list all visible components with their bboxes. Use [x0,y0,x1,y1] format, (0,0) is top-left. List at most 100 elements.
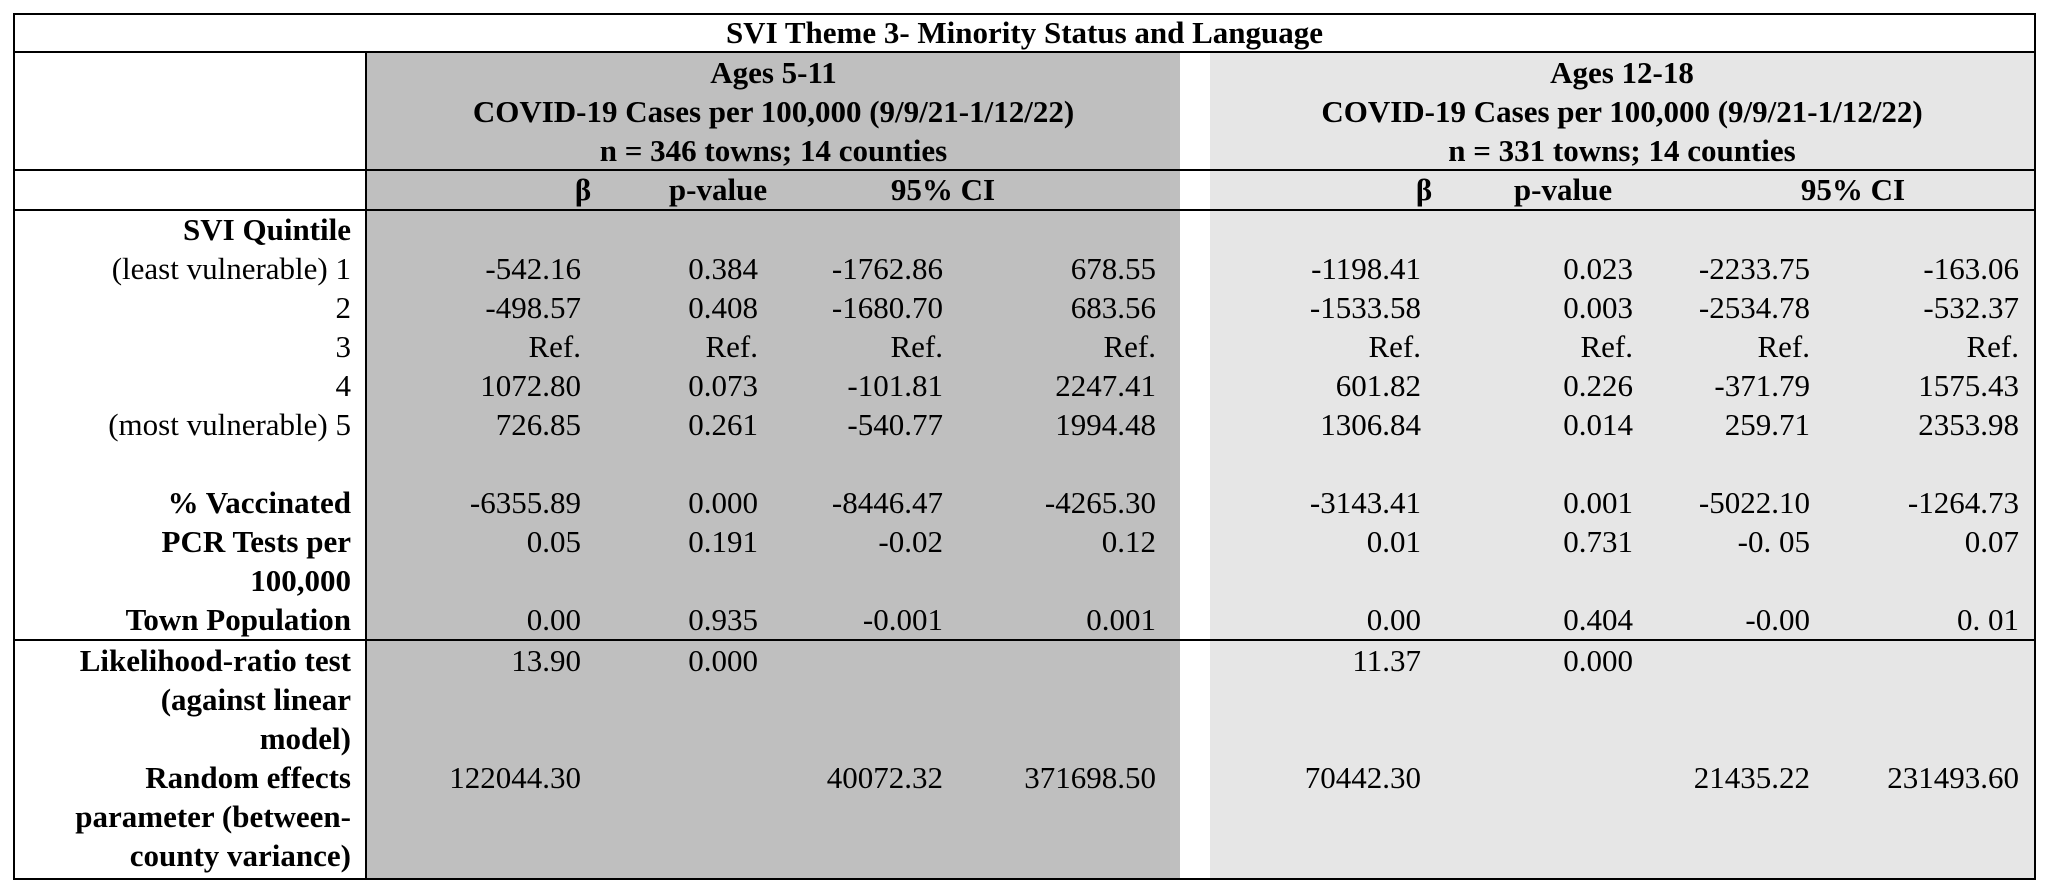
group2-ci-upper-cell: -1264.73 [1907,485,2019,520]
group2-sample: n = 331 towns; 14 counties [1448,133,1796,168]
group1-lr-beta-cell: 13.90 [511,643,581,678]
group2-p-value-cell: 0.023 [1563,251,1633,286]
group1-ci-lower-cell: -540.77 [847,407,943,442]
group2-ci-lower-cell: 259.71 [1724,407,1810,442]
group1-ci-lower-cell: -8446.47 [831,485,943,520]
border-bottom [13,878,2036,880]
group2-re-beta-cell: 70442.30 [1304,760,1421,795]
group2-outcome: COVID-19 Cases per 100,000 (9/9/21-1/12/… [1321,94,1923,129]
group2-age: Ages 12-18 [1550,55,1694,90]
group1-p-value-cell: 0.191 [688,524,758,559]
row-label-q2: 2 [335,290,352,325]
group2-ci-lower-cell: -2233.75 [1698,251,1810,286]
results-table: SVI Theme 3- Minority Status and Languag… [13,13,2036,880]
group1-beta-cell: -6355.89 [469,485,581,520]
group1-p-head: p-value [668,172,768,207]
group1-shading [367,53,1180,880]
group1-beta-cell: 1072.80 [480,368,581,403]
row-label-town: Town Population [125,602,351,637]
group2-ci-lower-cell: -0. 05 [1737,524,1810,559]
rule-below-group-head [13,169,2036,171]
group1-ci-upper-cell: 0.001 [1086,602,1156,637]
group2-re-ci-lower-cell: 21435.22 [1693,760,1810,795]
group1-p-value-cell: 0.261 [688,407,758,442]
table-title: SVI Theme 3- Minority Status and Languag… [725,15,1324,50]
group1-ci-lower-cell: -0.02 [878,524,943,559]
group1-beta-cell: 0.05 [526,524,581,559]
group1-outcome: COVID-19 Cases per 100,000 (9/9/21-1/12/… [472,94,1075,129]
row-label-re-2: parameter (between- [75,799,351,834]
group1-ci-lower-cell: -1680.70 [831,290,943,325]
row-label-q5: (most vulnerable) 5 [108,407,351,442]
group1-ci-lower-cell: -1762.86 [831,251,943,286]
group1-beta-head: β [574,172,592,207]
group1-ci-upper-cell: 2247.41 [1055,368,1156,403]
group1-p-value-cell: 0.384 [688,251,758,286]
row-label-lr-2: (against linear [160,682,351,717]
group1-ci-lower-cell: Ref. [890,329,943,364]
group2-ci-head: 95% CI [1800,172,1906,207]
group1-ci-upper-cell: 1994.48 [1055,407,1156,442]
group2-beta-head: β [1415,172,1433,207]
rule-below-col-head [13,209,2036,211]
group2-beta-cell: 1306.84 [1320,407,1421,442]
group1-ci-upper-cell: 0.12 [1101,524,1156,559]
group2-beta-cell: -3143.41 [1309,485,1421,520]
group2-p-value-cell: 0.731 [1563,524,1633,559]
row-label-q3: 3 [335,329,352,364]
row-label-pcr-2: 100,000 [250,563,351,598]
border-right [2034,13,2036,880]
group2-ci-upper-cell: 2353.98 [1918,407,2019,442]
group2-beta-cell: 601.82 [1335,368,1421,403]
group1-beta-cell: 0.00 [526,602,581,637]
group2-beta-cell: Ref. [1368,329,1421,364]
group1-ci-upper-cell: 683.56 [1070,290,1156,325]
row-label-q1: (least vulnerable) 1 [111,251,351,286]
row-label-svi-quintile: SVI Quintile [183,212,351,247]
group2-p-head: p-value [1513,172,1613,207]
rule-below-title [13,51,2036,53]
row-label-lr-1: Likelihood-ratio test [79,643,351,678]
group2-ci-upper-cell: 0. 01 [1957,602,2019,637]
group1-p-value-cell: 0.000 [688,485,758,520]
group2-beta-cell: 0.01 [1366,524,1421,559]
group2-lr-beta-cell: 11.37 [1352,643,1421,678]
group1-p-value-cell: 0.073 [688,368,758,403]
group1-beta-cell: 726.85 [495,407,581,442]
group2-p-value-cell: 0.014 [1563,407,1633,442]
group1-ci-head: 95% CI [890,172,996,207]
group2-re-ci-upper-cell: 231493.60 [1887,760,2019,795]
rule-above-model-stats [13,639,2036,641]
group2-beta-cell: -1533.58 [1309,290,1421,325]
group2-ci-upper-cell: -532.37 [1923,290,2019,325]
group2-ci-lower-cell: -5022.10 [1698,485,1810,520]
row-label-lr-3: model) [259,721,351,756]
group2-ci-lower-cell: -371.79 [1714,368,1810,403]
group2-beta-cell: -1198.41 [1311,251,1421,286]
row-label-vaccinated: % Vaccinated [167,485,351,520]
group1-p-value-cell: 0.408 [688,290,758,325]
group2-ci-upper-cell: Ref. [1966,329,2019,364]
group2-ci-lower-cell: -0.00 [1745,602,1810,637]
group2-ci-lower-cell: Ref. [1757,329,1810,364]
group2-ci-upper-cell: 1575.43 [1918,368,2019,403]
group2-shading [1210,53,2034,880]
group2-beta-cell: 0.00 [1366,602,1421,637]
row-label-re-3: county variance) [129,838,351,873]
group2-p-value-cell: Ref. [1580,329,1633,364]
group2-p-value-cell: 0.226 [1563,368,1633,403]
border-left [13,13,15,880]
group1-ci-upper-cell: Ref. [1103,329,1156,364]
group1-re-beta-cell: 122044.30 [449,760,581,795]
group1-sample: n = 346 towns; 14 counties [599,133,948,168]
group2-ci-lower-cell: -2534.78 [1698,290,1810,325]
row-label-re-1: Random effects [145,760,351,795]
group1-beta-cell: Ref. [528,329,581,364]
group2-ci-upper-cell: -163.06 [1923,251,2019,286]
group1-ci-lower-cell: -101.81 [847,368,943,403]
group1-beta-cell: -498.57 [485,290,581,325]
group1-ci-upper-cell: -4265.30 [1044,485,1156,520]
group1-ci-lower-cell: -0.001 [862,602,943,637]
group1-p-value-cell: Ref. [705,329,758,364]
group1-p-value-cell: 0.935 [688,602,758,637]
